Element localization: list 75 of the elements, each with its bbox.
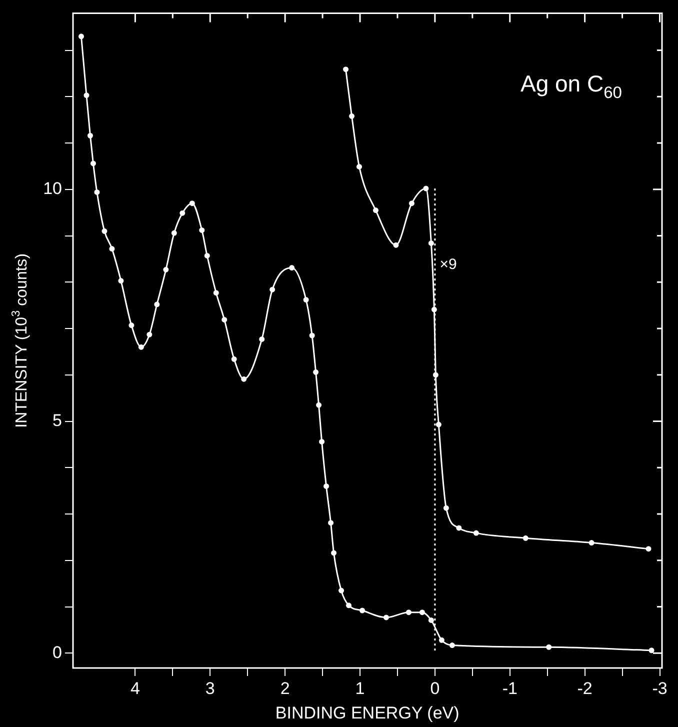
point	[78, 34, 84, 40]
point	[349, 113, 355, 119]
x-tick-label: -1	[502, 678, 518, 698]
point	[180, 210, 186, 216]
x-tick-label: -3	[652, 678, 668, 698]
point	[360, 608, 366, 614]
point	[338, 588, 344, 594]
y-tick-label: 0	[52, 642, 62, 662]
x-tick-label: 3	[205, 678, 215, 698]
point	[118, 278, 124, 284]
point	[428, 617, 434, 623]
point	[146, 332, 152, 338]
point	[431, 306, 437, 312]
point	[109, 246, 115, 252]
point	[289, 265, 295, 271]
y-tick-label: 5	[52, 410, 62, 430]
x-tick-label: 2	[280, 678, 290, 698]
point	[259, 336, 265, 342]
x-tick-label: 1	[355, 678, 365, 698]
point	[443, 505, 449, 511]
point	[319, 438, 325, 444]
x-tick-label: 4	[130, 678, 140, 698]
y-tick-label: 10	[43, 179, 62, 198]
point	[331, 550, 337, 556]
point	[408, 200, 414, 206]
point	[138, 344, 144, 350]
point	[648, 648, 654, 654]
point	[473, 530, 479, 536]
point	[588, 540, 594, 546]
point	[270, 286, 276, 292]
point	[346, 602, 352, 608]
point	[94, 189, 100, 195]
point	[90, 160, 96, 166]
point	[423, 186, 429, 192]
point	[199, 227, 205, 233]
y-axis-title: INTENSITY (103 counts)	[10, 253, 30, 428]
point	[309, 332, 315, 338]
point	[87, 132, 93, 138]
point	[324, 483, 330, 489]
point	[383, 614, 389, 620]
point	[432, 372, 438, 378]
point	[406, 610, 412, 616]
point	[154, 302, 160, 308]
point	[189, 200, 195, 206]
point	[204, 252, 210, 258]
point	[171, 230, 177, 236]
point	[128, 322, 134, 328]
point	[303, 297, 309, 303]
point	[231, 356, 237, 362]
x-tick-label: -2	[577, 678, 592, 698]
point	[356, 164, 362, 170]
point	[213, 290, 219, 296]
point	[372, 208, 378, 214]
point	[428, 240, 434, 246]
point	[313, 369, 319, 375]
point	[419, 610, 425, 616]
point	[393, 242, 399, 248]
point	[546, 644, 552, 650]
point	[163, 266, 169, 272]
point	[438, 637, 444, 643]
x-axis-title: BINDING ENERGY (eV)	[275, 704, 460, 723]
point	[646, 546, 652, 552]
point	[84, 92, 90, 98]
point	[456, 525, 462, 531]
point	[222, 316, 228, 322]
point	[328, 520, 334, 526]
series-label: ×9	[440, 256, 457, 274]
x-tick-label: 0	[430, 678, 440, 698]
point	[316, 402, 322, 408]
point	[343, 66, 349, 72]
point	[436, 422, 442, 428]
point	[449, 642, 455, 648]
point	[522, 535, 528, 541]
point	[102, 228, 108, 234]
point	[241, 376, 247, 382]
